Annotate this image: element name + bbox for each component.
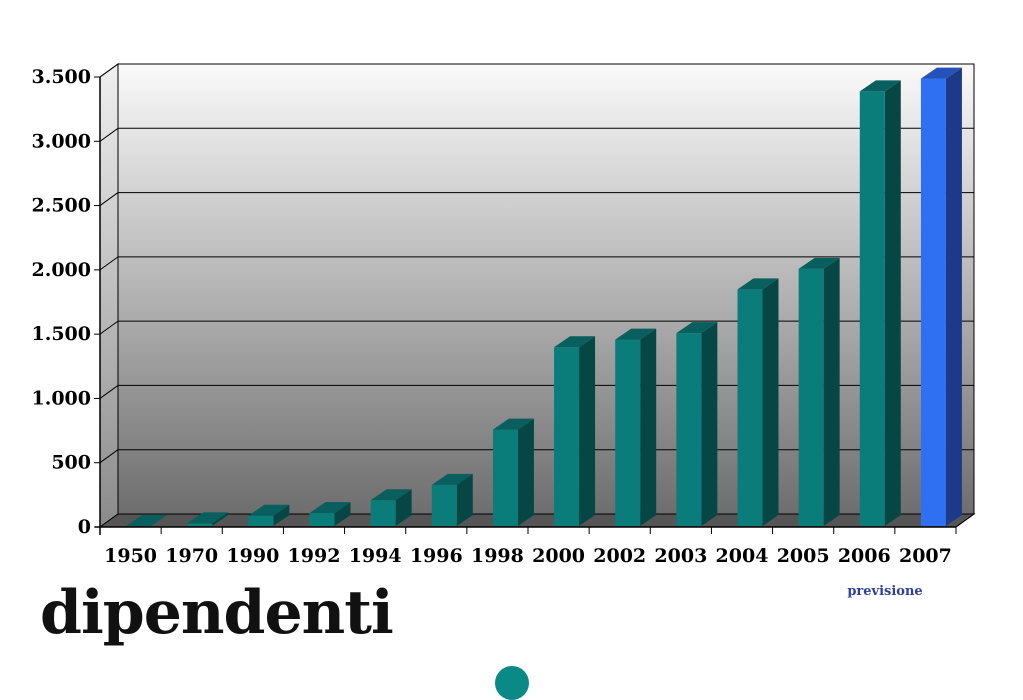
bar-1970 — [187, 512, 229, 526]
bar-front — [676, 333, 702, 526]
forecast-note: previsione — [847, 584, 923, 599]
bar-2002 — [615, 328, 657, 526]
bar-side — [701, 322, 718, 526]
bars — [126, 67, 962, 527]
gridline-side — [99, 385, 119, 399]
x-tick-label: 1994 — [349, 545, 402, 567]
bar-front — [431, 484, 457, 526]
bar-top — [859, 80, 901, 92]
gridline-side — [99, 192, 119, 206]
x-tick-label: 1950 — [104, 545, 157, 567]
bar-front — [370, 500, 396, 526]
bar-front — [737, 289, 763, 526]
bar-front — [248, 515, 274, 526]
bar-side — [945, 67, 962, 527]
x-tick-label: 2002 — [593, 545, 646, 567]
y-tick-label: 3.500 — [32, 66, 92, 88]
bar-1990 — [248, 504, 290, 526]
bar-top — [126, 515, 168, 526]
bar-side — [762, 278, 779, 526]
x-tick-label: 2006 — [838, 545, 891, 567]
bar-2007 — [920, 67, 962, 527]
x-tick-label: 1992 — [288, 545, 341, 567]
decorative-dot — [495, 666, 529, 700]
x-tick-label: 2000 — [532, 545, 585, 567]
bar-1950 — [126, 515, 168, 526]
gridline-side — [99, 63, 119, 78]
y-axis-tick-labels: 0 500 1.000 1.500 2.000 2.500 3.000 3.500 — [32, 66, 100, 538]
bar-1996 — [431, 473, 473, 526]
y-tick-label: 3.000 — [32, 130, 92, 152]
x-axis-tick-labels: 1950 1970 1990 1992 1994 1996 1998 2000 2002 2003… — [104, 545, 952, 567]
bar-2006 — [859, 80, 901, 526]
bar-front — [859, 91, 885, 526]
x-tick-label: 1990 — [226, 545, 279, 567]
bar-side — [517, 418, 534, 526]
bar-top — [309, 502, 351, 514]
gridline-side — [99, 256, 119, 271]
x-tick-label: 2003 — [654, 545, 707, 567]
bar-1992 — [309, 502, 351, 526]
bar-side — [334, 502, 351, 526]
y-tick-label: 1.000 — [32, 387, 92, 409]
bar-top — [676, 322, 718, 334]
x-tick-label: 2007 — [899, 545, 952, 567]
x-tick-label: 2005 — [777, 545, 830, 567]
plot-background — [98, 63, 976, 528]
x-tick-label: 2004 — [716, 545, 769, 567]
bar-front — [309, 513, 335, 526]
bar-2004 — [737, 278, 779, 526]
bar-2000 — [554, 336, 596, 526]
bar-side — [395, 489, 412, 526]
bar-side — [823, 257, 840, 526]
y-tick-label: 0 — [78, 516, 91, 538]
y-tick-label: 500 — [51, 452, 91, 474]
gridline-side — [99, 127, 119, 142]
bar-top — [615, 328, 657, 340]
floor-edge — [955, 513, 975, 528]
bar-side — [640, 328, 657, 526]
bar-side — [273, 504, 290, 526]
y-tick-label: 2.500 — [32, 195, 92, 217]
x-tick-label: 1970 — [165, 545, 218, 567]
bar-top — [492, 418, 534, 430]
bar-front — [187, 523, 213, 526]
bar-front — [615, 339, 641, 526]
bar-side — [456, 473, 473, 526]
bar-front — [554, 347, 580, 526]
bar-top — [554, 336, 596, 348]
bar-front — [920, 78, 946, 527]
bar-top — [187, 512, 229, 524]
bar-top — [248, 504, 290, 516]
axes — [95, 77, 975, 535]
bar-2005 — [798, 257, 840, 526]
bar-1994 — [370, 489, 412, 526]
side-wall — [99, 63, 119, 528]
bar-side — [579, 336, 596, 526]
bar-1998 — [492, 418, 534, 526]
x-tick-label: 1996 — [410, 545, 463, 567]
bar-2003 — [676, 322, 718, 526]
bar-top — [798, 257, 840, 269]
y-tick-label: 2.000 — [32, 259, 92, 281]
chart-title: dipendenti — [40, 578, 394, 648]
gridline-side — [99, 449, 119, 464]
gridline-side — [99, 320, 119, 335]
bar-top — [737, 278, 779, 290]
y-tick-label: 1.500 — [32, 323, 92, 345]
bar-top — [370, 489, 412, 501]
bar-top — [431, 473, 473, 485]
x-tick-label: 1998 — [471, 545, 524, 567]
floor — [98, 513, 976, 528]
bar-side — [884, 80, 901, 526]
bar-top — [920, 67, 962, 79]
bar-side — [212, 512, 229, 526]
back-wall — [117, 63, 975, 515]
bar-front — [798, 268, 824, 526]
bar-front — [492, 429, 518, 526]
